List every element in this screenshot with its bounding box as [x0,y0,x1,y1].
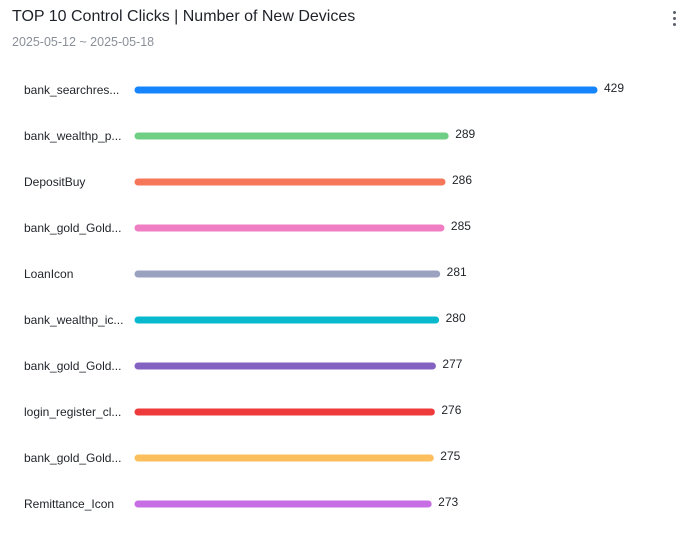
value-label: 280 [446,311,466,325]
category-label: bank_wealthp_p... [24,129,121,143]
category-label: DepositBuy [24,175,85,189]
date-range: 2025-05-12 ~ 2025-05-18 [12,35,155,49]
category-label: bank_gold_Gold... [24,221,121,235]
category-label: bank_gold_Gold... [24,451,121,465]
category-label: bank_wealthp_ic... [24,313,123,327]
more-dot [673,23,676,26]
value-label: 275 [440,449,460,463]
chart-title: TOP 10 Control Clicks | Number of New De… [12,8,356,25]
category-label: LoanIcon [24,267,73,281]
value-label: 277 [442,357,462,371]
value-label: 429 [604,81,624,95]
value-label: 276 [441,403,461,417]
value-label: 281 [447,265,467,279]
value-label: 286 [452,173,472,187]
value-label: 285 [451,219,471,233]
value-label: 289 [455,127,475,141]
category-label: bank_gold_Gold... [24,359,121,373]
value-label: 273 [438,495,458,509]
category-label: Remittance_Icon [24,497,114,511]
more-dot [673,17,676,20]
category-label: login_register_cl... [24,405,121,419]
more-vertical-icon[interactable] [664,8,684,28]
category-label: bank_searchres... [24,83,119,97]
more-dot [673,11,676,14]
